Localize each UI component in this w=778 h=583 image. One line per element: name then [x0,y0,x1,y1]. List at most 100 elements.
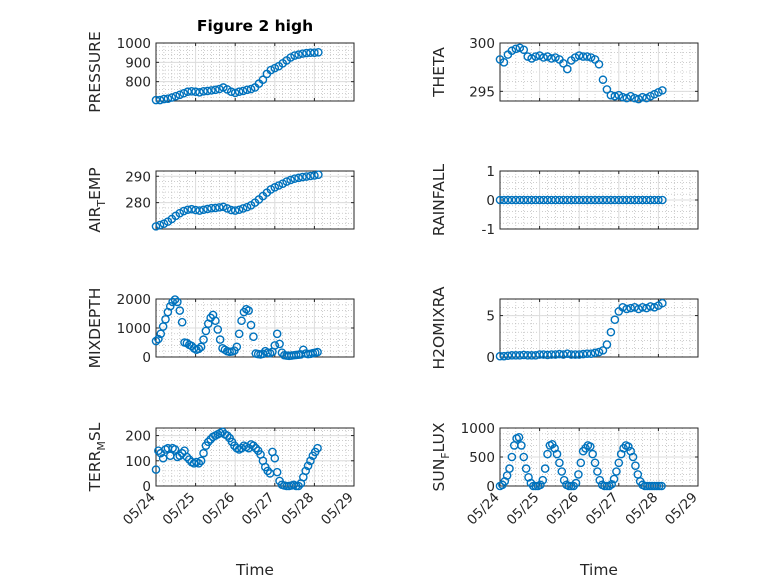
data-point [523,195,533,205]
axes-box [155,170,355,230]
data-point [270,341,280,350]
data-point [199,335,208,344]
data-point [274,181,284,190]
data-point [555,195,564,205]
x-tick-label: 05/29 [662,490,701,529]
data-point [638,302,647,312]
data-point [511,44,521,54]
data-point [618,92,628,102]
data-point [194,344,204,354]
data-point [566,350,576,359]
x-axis-label: Time [235,561,274,579]
data-point [602,481,612,491]
data-point [658,86,667,95]
data-point [173,297,182,307]
data-point [523,351,533,360]
data-point [211,316,220,326]
data-point [272,467,282,477]
data-point [582,349,592,358]
data-point [251,443,261,453]
data-point [555,458,564,468]
data-point [298,172,307,182]
y-tick-label: 0 [486,350,495,366]
subplot-rainfall: -1 0 1 RAINFALL [430,163,699,238]
data-point [199,205,208,215]
data-point [606,195,616,205]
data-point [213,325,223,334]
data-point [574,350,584,359]
data-point [499,58,509,67]
axes-box [499,298,699,358]
data-point [582,195,592,205]
data-point [598,75,608,85]
y-tick-label: 295 [469,84,495,100]
data-point [586,349,596,358]
data-point [578,195,588,205]
data-point [543,350,552,360]
data-point [585,442,595,451]
y-tick-label: -1 [482,222,495,238]
data-point [195,206,204,215]
data-point [610,195,620,205]
data-point [646,302,655,311]
data-point [203,86,212,96]
data-point [564,481,574,491]
axes-box [155,42,355,102]
data-point [507,452,517,462]
data-point [270,183,280,192]
series-markers [151,427,322,491]
data-point [503,195,513,205]
data-point [232,342,242,352]
data-point [511,195,521,205]
data-point [610,91,620,101]
data-point [630,195,639,205]
data-point [559,350,568,359]
data-point [242,85,252,95]
data-point [531,52,540,61]
y-tick-label: 2000 [117,292,151,308]
data-point [207,203,216,213]
y-tick-label: 1 [486,164,495,180]
data-point [238,204,248,213]
data-point [517,441,526,450]
data-point [290,51,299,60]
data-point [177,317,187,327]
y-tick-label: 300 [469,36,495,52]
x-tick-label: 05/28 [278,490,317,529]
y-axis-label: TERRMSL [86,422,108,492]
data-point [551,350,560,359]
data-point [158,322,168,331]
data-point [590,348,600,358]
data-point [495,351,505,361]
y-tick-label: 0 [142,350,151,366]
data-point [234,87,244,97]
plot-area [156,428,354,486]
data-point [535,195,544,205]
data-point [527,195,536,205]
y-axis-label: AIRTEMP [86,167,108,232]
y-tick-label: 800 [125,75,151,91]
data-point [519,45,529,55]
data-point [652,481,662,491]
data-point [576,458,586,468]
data-point [527,351,536,360]
data-point [593,467,602,476]
data-point [539,195,548,205]
subplot-h2omixra: 0 5 H2OMIXRA [430,286,699,370]
data-point [163,94,173,103]
series-markers [495,195,667,205]
data-point [167,93,177,102]
data-point [165,301,175,311]
data-point [203,437,213,447]
y-axis-label: THETA [430,47,448,98]
data-point [199,448,208,458]
data-point [306,456,315,466]
data-point [540,464,550,473]
y-tick-label: 0 [142,479,151,495]
y-axis-label: H2OMIXRA [430,286,448,369]
x-tick-label: 05/24 [464,490,503,529]
data-point [650,195,659,205]
x-tick-label: 05/25 [504,490,543,529]
data-point [179,88,189,98]
data-point [598,346,608,355]
